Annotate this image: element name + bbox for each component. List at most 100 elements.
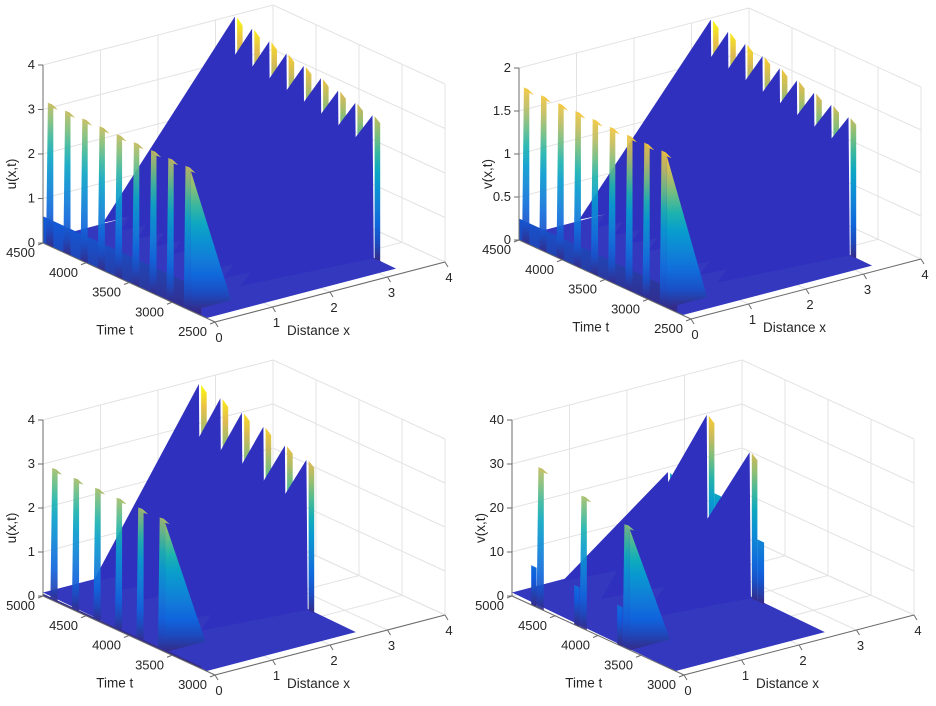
back-ridge-flank <box>716 117 850 283</box>
x-tick <box>387 276 391 283</box>
back-ridge-flank <box>200 459 308 631</box>
x-tick <box>444 261 449 268</box>
surface-plot-v-top: 00.511.522500300035004000450001234v(x,t)… <box>480 7 929 342</box>
front-ridge-cap <box>660 150 672 159</box>
t-tick <box>123 635 130 638</box>
t-tick <box>599 279 606 282</box>
front-ridge-cap <box>643 142 655 151</box>
front-ridge-face <box>608 127 616 285</box>
wall-grid-line <box>272 4 446 85</box>
x-tick-label: 0 <box>215 330 222 345</box>
x-tick-label: 3 <box>864 282 871 297</box>
back-ridge-flank <box>643 452 751 619</box>
t-axis-label: Time t <box>572 319 609 334</box>
t-tick <box>556 259 563 263</box>
front-ridge-cap <box>98 126 110 134</box>
axes: 012343000350040004500500001234u(x,t)Time… <box>4 412 453 698</box>
wall-grid-line <box>511 403 743 465</box>
front-ridge-face <box>63 110 71 256</box>
z-tick-label: 40 <box>490 412 504 427</box>
t-tick-label: 3000 <box>178 677 207 692</box>
back-ridge-face <box>374 116 381 262</box>
wall-grid-line <box>272 49 446 129</box>
x-tick <box>214 321 219 328</box>
front-ridge-face <box>50 468 58 603</box>
t-tick-label: 3000 <box>647 677 676 692</box>
wall-grid-line <box>42 403 274 465</box>
wall-grid-line <box>42 4 274 66</box>
front-ridge-face <box>166 158 174 303</box>
back-ridge-shoulder <box>757 539 765 605</box>
t-tick <box>549 615 556 619</box>
wall-grid-line <box>748 7 922 88</box>
t-tick <box>506 595 513 599</box>
front-ridge-shoulder <box>617 604 623 647</box>
x-tick-label: 1 <box>749 312 756 327</box>
t-tick <box>166 301 173 305</box>
back-ridge-face <box>850 118 857 259</box>
wall-grid-line <box>42 359 274 421</box>
front-ridge-face <box>93 488 101 623</box>
front-ridge-face <box>114 497 123 633</box>
t-tick <box>635 654 642 658</box>
surface <box>43 16 397 319</box>
front-ridge-face <box>642 142 650 300</box>
t-tick-label: 4500 <box>49 618 78 633</box>
t-tick <box>678 674 685 678</box>
t-tick <box>592 635 599 638</box>
x-tick <box>329 291 334 298</box>
x-tick-label: 4 <box>445 623 452 638</box>
z-tick-label: 3 <box>28 456 35 471</box>
x-tick-label: 1 <box>273 668 280 683</box>
x-tick <box>805 288 810 295</box>
x-tick-label: 4 <box>445 270 452 285</box>
t-tick <box>80 615 87 619</box>
z-tick-label: 2 <box>504 60 511 75</box>
t-tick-label: 3500 <box>568 282 597 297</box>
z-axis-label: v(x,t) <box>473 513 488 543</box>
z-tick-label: 3 <box>28 102 35 117</box>
surface <box>512 414 825 672</box>
x-axis-label: Distance x <box>756 676 819 691</box>
surface-plot-u-bottom: 012343000350040004500500001234u(x,t)Time… <box>4 359 453 698</box>
front-ridge-cap <box>537 467 549 475</box>
t-tick-label: 3500 <box>604 657 633 672</box>
front-ridge-cap <box>159 517 170 525</box>
axes: 00.511.522500300035004000450001234v(x,t)… <box>480 60 929 342</box>
z-axis-label: u(x,t) <box>4 513 19 544</box>
x-tick <box>329 644 334 651</box>
t-tick-label: 4000 <box>561 638 590 653</box>
front-ridge-cap <box>137 507 149 515</box>
front-ridge-slope <box>629 529 671 651</box>
wall-grid-line <box>518 7 750 69</box>
x-axis-label: Distance x <box>287 676 350 691</box>
wall-grid-line <box>741 535 915 616</box>
front-ridge-face <box>80 118 88 264</box>
t-tick-label: 4500 <box>6 245 35 260</box>
t-tick-label: 3000 <box>135 304 164 319</box>
z-tick-label: 0 <box>497 588 504 603</box>
x-tick <box>913 614 918 621</box>
x-tick <box>863 273 867 280</box>
axes: 012342500300035004000450001234u(x,t)Time… <box>4 57 453 345</box>
front-ridge-cap <box>150 150 162 158</box>
front-ridge-face <box>556 103 564 261</box>
front-ridge-cap <box>167 157 179 166</box>
t-tick <box>209 674 216 678</box>
x-tick-label: 2 <box>806 297 813 312</box>
panel-u-bottom: 0 1 2 3 4 3000 3500 4000 4500 5000 0 1 2 3 4 u(x,t) Time… <box>0 353 468 706</box>
wall-grid-line <box>272 359 446 440</box>
t-tick <box>513 239 520 243</box>
x-tick <box>798 644 803 651</box>
front-ridge-cap <box>540 95 552 103</box>
x-tick <box>444 614 449 621</box>
front-ridge-face <box>590 119 599 277</box>
x-tick <box>387 629 391 636</box>
x-tick <box>856 629 860 636</box>
x-tick-label: 1 <box>742 668 749 683</box>
panel-v-bottom: 0 10 20 30 40 3000 3500 4000 4500 5000 0 1 2 3 4 v(x,t)… <box>468 353 936 706</box>
front-ridge-cap <box>73 477 84 485</box>
t-tick-label: 4000 <box>525 262 554 277</box>
x-tick <box>690 318 695 325</box>
x-tick <box>214 674 219 681</box>
